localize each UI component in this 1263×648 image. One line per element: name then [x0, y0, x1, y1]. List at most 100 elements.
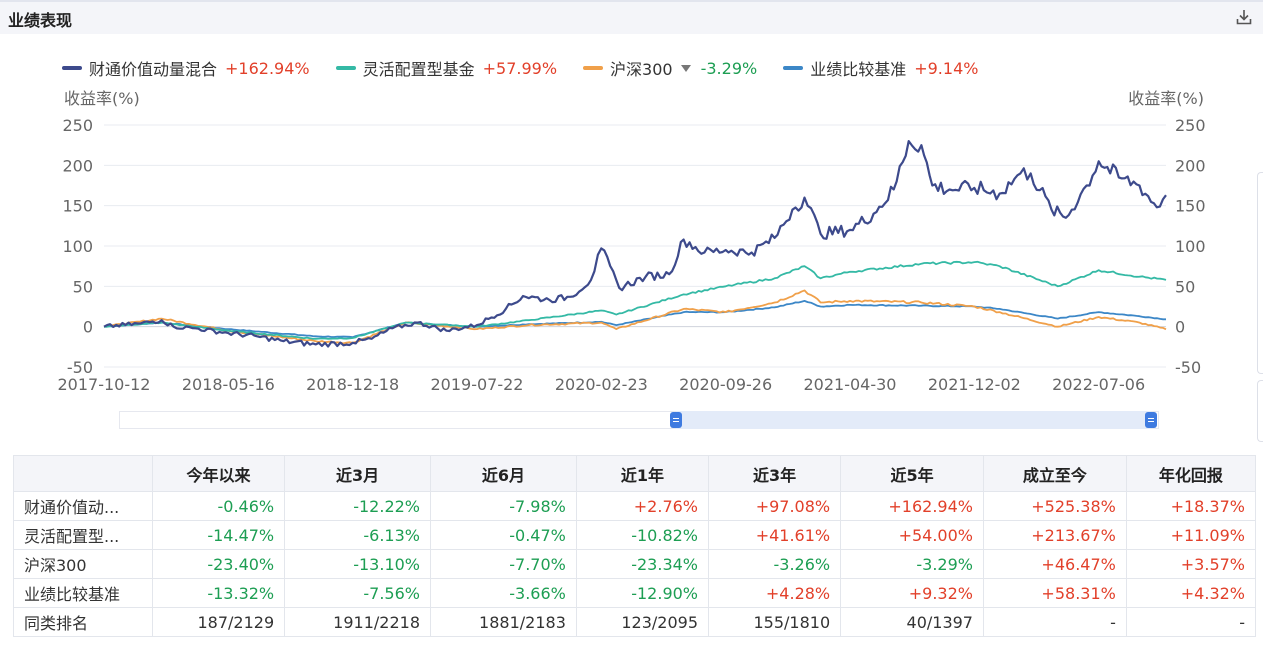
table-cell: 155/1810 [707, 607, 842, 637]
table-cell: - [1125, 607, 1257, 637]
table-cell: -0.47% [430, 520, 577, 550]
legend-series-name: 沪深300 [610, 60, 673, 79]
table-header-row: 今年以来 近3月 近6月 近1年 近3年 近5年 成立至今 年化回报 [13, 455, 1257, 492]
y-axis-label-right: 收益率(%) [1128, 89, 1204, 108]
section-title: 业绩表现 [8, 11, 73, 30]
table-row: 财通价值动... -0.46% -12.22% -7.98% +2.76% +97.08%… [13, 491, 1257, 521]
zoom-slider-handle-left[interactable] [670, 412, 682, 428]
table-cell: -12.22% [284, 491, 431, 521]
table-cell: - [982, 607, 1127, 637]
y-tick-label-left: 200 [62, 156, 93, 175]
table-cell: +41.61% [707, 520, 842, 550]
table-cell: -23.40% [151, 549, 286, 579]
x-tick-label: 2020-02-23 [555, 375, 648, 394]
table-cell: -23.34% [575, 549, 710, 579]
table-cell: -0.46% [151, 491, 286, 521]
x-tick-label: 2020-09-26 [679, 375, 772, 394]
table-column-header: 近6月 [430, 455, 577, 492]
legend-swatch [583, 66, 604, 70]
table-cell: -3.29% [840, 549, 984, 579]
y-tick-label-left: 150 [62, 197, 93, 216]
legend-item[interactable]: 灵活配置型基金 +57.99% [335, 56, 558, 80]
table-cell: +58.31% [982, 578, 1127, 608]
y-tick-label-right: -50 [1175, 358, 1201, 377]
legend-series-value: -3.29% [700, 58, 758, 78]
series-line-2 [103, 260, 1167, 340]
side-panel-tab[interactable] [1257, 172, 1263, 374]
table-row: 业绩比较基准 -13.32% -7.56% -3.66% -12.90% +4.28% +9… [13, 578, 1257, 608]
y-tick-label-left: -50 [67, 358, 93, 377]
table-cell: +3.57% [1125, 549, 1257, 579]
y-tick-label-right: 0 [1175, 318, 1185, 337]
section-header: 业绩表现 [0, 0, 1263, 34]
y-tick-label-right: 250 [1175, 116, 1206, 135]
zoom-slider-handle-right[interactable] [1145, 412, 1157, 428]
table-column-header: 年化回报 [1125, 455, 1257, 492]
y-tick-label-right: 50 [1175, 277, 1195, 296]
x-tick-label: 2018-05-16 [182, 375, 275, 394]
y-tick-label-left: 50 [73, 277, 93, 296]
table-cell: +162.94% [840, 491, 984, 521]
table-cell: +525.38% [982, 491, 1127, 521]
table-cell: -7.56% [284, 578, 431, 608]
performance-table: 今年以来 近3月 近6月 近1年 近3年 近5年 成立至今 年化回报 财通价值动... -0.4… [13, 455, 1257, 637]
legend-series-name: 财通价值动量混合 [89, 60, 218, 79]
table-cell: -7.70% [430, 549, 577, 579]
download-icon[interactable] [1235, 8, 1253, 26]
legend-series-value: +57.99% [482, 58, 558, 78]
table-cell: -3.66% [430, 578, 577, 608]
table-column-header [13, 455, 153, 492]
table-column-header: 近1年 [575, 455, 710, 492]
table-row-label: 沪深300 [13, 549, 153, 579]
table-cell: +213.67% [982, 520, 1127, 550]
table-row: 灵活配置型... -14.47% -6.13% -0.47% -10.82% +41.61… [13, 520, 1257, 550]
y-axis-label-left: 收益率(%) [64, 89, 140, 108]
table-cell: -14.47% [151, 520, 286, 550]
legend-series-name: 业绩比较基准 [810, 60, 907, 79]
legend-item[interactable]: 财通价值动量混合 +162.94% [62, 56, 310, 80]
x-tick-label: 2021-12-02 [928, 375, 1021, 394]
table-cell: +4.32% [1125, 578, 1257, 608]
caret-down-icon[interactable] [680, 64, 691, 72]
table-row: 同类排名 187/2129 1911/2218 1881/2183 123/2095 15… [13, 607, 1257, 637]
table-cell: -10.82% [575, 520, 710, 550]
table-cell: -3.26% [707, 549, 842, 579]
legend-item[interactable]: 沪深300 -3.29% [583, 56, 757, 80]
table-cell: +18.37% [1125, 491, 1257, 521]
table-cell: 1911/2218 [284, 607, 431, 637]
table-column-header: 成立至今 [982, 455, 1127, 492]
y-tick-label-left: 0 [83, 318, 93, 337]
legend-series-value: +162.94% [225, 58, 310, 78]
legend-swatch [62, 66, 82, 70]
legend-series-name: 灵活配置型基金 [362, 60, 475, 79]
table-cell: 123/2095 [575, 607, 710, 637]
table-cell: -7.98% [430, 491, 577, 521]
zoom-slider-selection[interactable] [676, 411, 1151, 429]
table-cell: -13.10% [284, 549, 431, 579]
x-tick-label: 2017-10-12 [58, 375, 151, 394]
x-tick-label: 2021-04-30 [803, 375, 896, 394]
table-row-label: 灵活配置型... [13, 520, 153, 550]
table-cell: 187/2129 [151, 607, 286, 637]
table-column-header: 近5年 [840, 455, 984, 492]
table-cell: 40/1397 [840, 607, 984, 637]
table-column-header: 近3年 [707, 455, 842, 492]
y-tick-label-left: 100 [62, 237, 93, 256]
table-column-header: 近3月 [284, 455, 431, 492]
series-line-4 [103, 300, 1166, 339]
side-panel-tab-secondary[interactable] [1257, 380, 1263, 442]
legend-series-value: +9.14% [914, 58, 979, 78]
table-cell: -6.13% [284, 520, 431, 550]
table-cell: +97.08% [707, 491, 842, 521]
y-tick-label-right: 150 [1175, 197, 1206, 216]
chart-legend: 财通价值动量混合 +162.94% 灵活配置型基金 +57.99% 沪深300 -3.29… [62, 56, 1004, 80]
table-cell: -13.32% [151, 578, 286, 608]
table-cell: 1881/2183 [430, 607, 577, 637]
x-tick-label: 2018-12-18 [306, 375, 399, 394]
y-tick-label-right: 100 [1175, 237, 1206, 256]
table-cell: +2.76% [575, 491, 710, 521]
table-cell: +9.32% [840, 578, 984, 608]
y-tick-label-left: 250 [62, 116, 93, 135]
table-row-label: 同类排名 [13, 607, 153, 637]
legend-item[interactable]: 业绩比较基准 +9.14% [783, 56, 978, 80]
